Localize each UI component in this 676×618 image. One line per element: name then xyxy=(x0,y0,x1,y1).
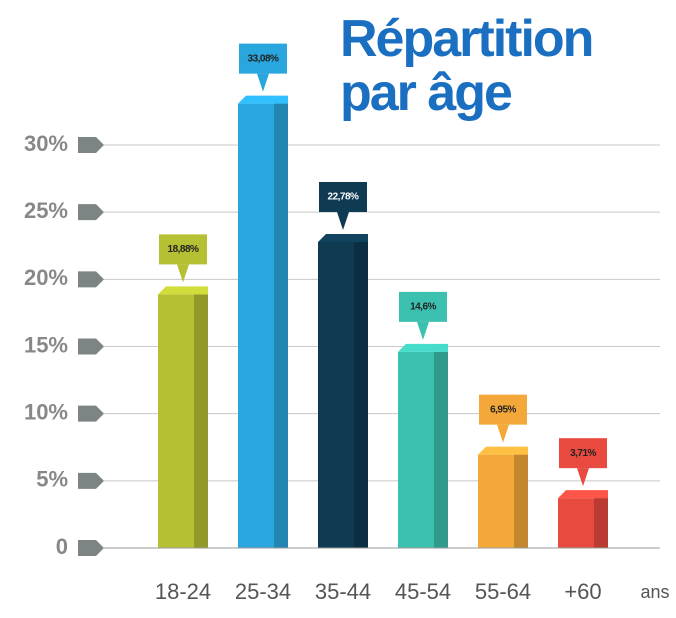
tick-marker xyxy=(78,137,104,153)
label-pointer xyxy=(417,321,429,340)
bar-side xyxy=(354,241,368,549)
y-tick-label: 20% xyxy=(24,265,68,290)
tick-marker xyxy=(78,472,104,489)
bar-top xyxy=(158,286,208,295)
bar-side xyxy=(194,294,208,548)
bar-top xyxy=(478,446,528,455)
label-box xyxy=(159,234,207,265)
x-tick-label: 25-34 xyxy=(235,579,291,604)
tick-marker xyxy=(78,338,104,355)
label-box xyxy=(239,43,287,74)
x-tick-label: 35-44 xyxy=(315,579,371,604)
tick-marker xyxy=(78,540,104,556)
x-tick-label: 18-24 xyxy=(155,579,211,604)
bar-top xyxy=(318,233,368,242)
x-tick-label: 45-54 xyxy=(395,579,451,604)
value-label: 3,71% xyxy=(570,448,596,459)
y-tick-label: 15% xyxy=(24,332,68,357)
x-axis-label: ans xyxy=(640,582,669,602)
y-tick-label: 5% xyxy=(36,467,68,492)
tick-marker xyxy=(78,204,104,221)
x-tick-label: 55-64 xyxy=(475,579,531,604)
label-pointer xyxy=(337,211,349,230)
label-pointer xyxy=(497,424,509,443)
bar-side xyxy=(594,498,608,548)
x-tick-label: +60 xyxy=(564,579,601,604)
label-pointer xyxy=(577,468,589,487)
bar-top xyxy=(238,95,288,104)
bar-top xyxy=(398,343,448,352)
value-label: 22,78% xyxy=(328,192,360,203)
chart-title: Répartition par âge xyxy=(340,10,594,122)
tick-marker xyxy=(78,405,104,422)
label-box xyxy=(479,394,527,425)
y-tick-label: 30% xyxy=(24,131,68,156)
value-label: 6,95% xyxy=(490,404,516,415)
bar-side xyxy=(514,454,528,548)
y-tick-label: 10% xyxy=(24,399,68,424)
bar-side xyxy=(274,103,288,548)
value-label: 14,6% xyxy=(410,302,436,313)
tick-marker xyxy=(78,271,104,288)
y-tick-label: 0 xyxy=(56,534,68,559)
label-box xyxy=(319,181,367,212)
value-label: 33,08% xyxy=(248,53,280,64)
value-label: 18,88% xyxy=(168,244,200,255)
label-box xyxy=(399,291,447,322)
label-pointer xyxy=(257,73,269,92)
label-box xyxy=(559,438,607,469)
label-pointer xyxy=(177,264,189,283)
bar-top xyxy=(558,490,608,499)
y-tick-label: 25% xyxy=(24,198,68,223)
bar-side xyxy=(434,351,448,548)
